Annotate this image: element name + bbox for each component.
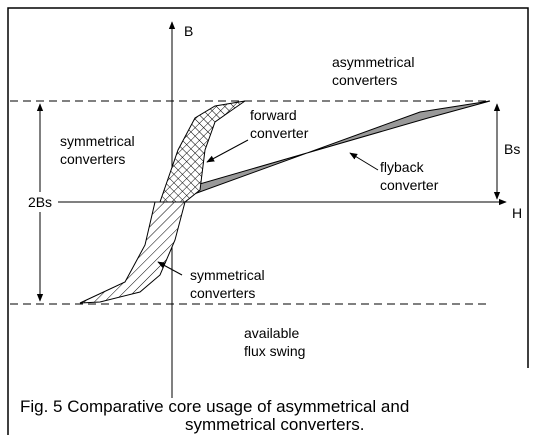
symmetrical-loop [79, 201, 186, 304]
label-line: symmetrical [190, 267, 265, 283]
label-line: 2Bs [28, 194, 52, 210]
label-line: forward [250, 107, 297, 123]
label-line: converters [60, 151, 125, 167]
flyback-pointer [349, 152, 379, 171]
label-line: converters [332, 72, 397, 88]
label-line: flux swing [244, 343, 305, 359]
forward-loop [159, 100, 246, 203]
symmetrical-pointer [157, 261, 183, 276]
label-bg [22, 192, 58, 212]
forward-pointer [206, 139, 249, 163]
b-label: B [184, 23, 193, 39]
label-line: asymmetrical [332, 54, 414, 70]
label-line: symmetrical [60, 133, 135, 149]
h-label: H [512, 205, 522, 221]
label-line: converter [380, 177, 439, 193]
caption-line: Fig. 5 Comparative core usage of asymmet… [20, 397, 409, 416]
label-line: flyback [380, 159, 425, 175]
label-line: Bs [504, 141, 520, 157]
label-line: available [244, 325, 299, 341]
label-line: converter [250, 125, 309, 141]
caption-line: symmetrical converters. [185, 415, 364, 434]
frame [7, 7, 529, 435]
label-line: converters [190, 285, 255, 301]
